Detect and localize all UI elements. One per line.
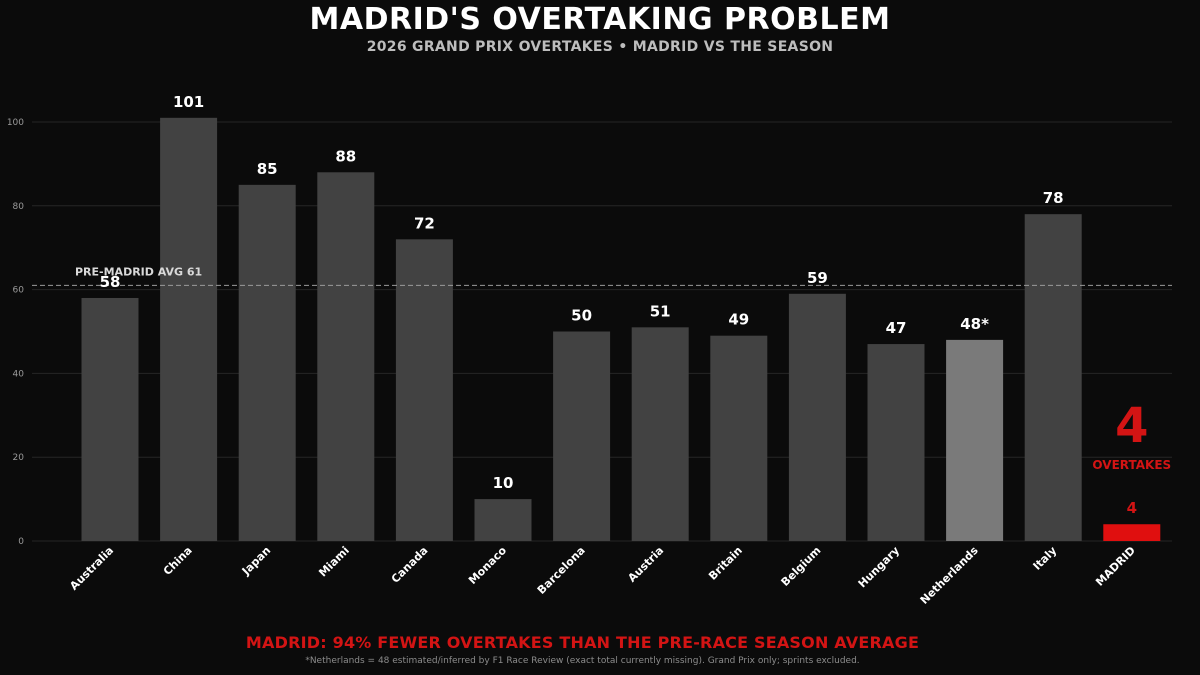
value-label: 59 [807,269,828,287]
value-label: 48* [960,315,989,333]
value-label: 72 [414,214,435,232]
bar-value-labels: 58 101 85 88 72 10 50 51 49 59 47 48* 78 4 [100,93,1137,517]
y-tick-label: 20 [13,453,25,463]
x-tick-label: Japan [239,544,273,578]
bar-italy [1024,214,1082,541]
bar-hungary [867,344,925,541]
y-tick-label: 60 [13,286,25,296]
bar-monaco [474,499,532,541]
bars [81,117,1161,541]
value-label: 49 [728,311,749,329]
x-axis-tick-labels: Australia China Japan Miami Canada Monaco Barc… [67,544,1138,607]
x-tick-label: Hungary [856,544,903,591]
y-tick-label: 100 [7,118,24,128]
callout-label: OVERTAKES [1092,458,1171,472]
x-tick-label: Barcelona [535,544,588,597]
value-label: 101 [173,93,204,111]
value-label: 51 [650,302,671,320]
value-label: 88 [335,147,356,165]
y-tick-label: 0 [18,537,24,547]
average-reference: PRE-MADRID AVG 61 [32,265,1172,286]
bar-japan [238,184,296,541]
bar-barcelona [553,331,611,541]
x-tick-label: Netherlands [918,544,981,607]
bar-britain [710,335,768,541]
y-axis-ticks: 0 20 40 60 80 100 [7,118,24,547]
bar-china [160,117,218,541]
x-tick-label: Italy [1031,544,1060,573]
x-tick-label: Belgium [779,544,824,589]
y-tick-label: 40 [13,369,25,379]
value-label: 47 [886,319,907,337]
footnote: *Netherlands = 48 estimated/inferred by … [305,656,860,666]
value-label: 50 [571,307,592,325]
x-tick-label: Miami [316,544,352,580]
value-label: 10 [493,474,514,492]
callout-value: 4 [1115,398,1148,454]
bar-madrid [1103,524,1161,541]
madrid-callout: 4 OVERTAKES [1092,398,1171,472]
chart-subtitle: 2026 GRAND PRIX OVERTAKES • MADRID VS TH… [366,39,834,55]
x-tick-label: Canada [389,544,431,586]
bar-australia [81,297,139,541]
value-label: 78 [1043,189,1064,207]
average-line-label: PRE-MADRID AVG 61 [75,265,202,278]
bar-austria [631,327,689,541]
x-tick-label: Australia [67,544,116,593]
x-tick-label: Britain [706,544,745,583]
x-tick-label: Monaco [466,544,509,587]
x-tick-label: China [161,544,195,578]
y-tick-label: 80 [13,202,25,212]
chart-title: MADRID'S OVERTAKING PROBLEM [309,2,891,37]
value-label: 58 [100,273,121,291]
x-tick-label: Austria [625,544,666,585]
value-label: 4 [1127,499,1137,517]
bar-canada [395,239,453,541]
bar-miami [317,172,375,541]
value-label: 85 [257,160,278,178]
bar-netherlands [946,339,1004,541]
bar-belgium [788,293,846,541]
footer-headline: MADRID: 94% FEWER OVERTAKES THAN THE PRE… [245,633,920,652]
x-tick-label: MADRID [1093,544,1138,589]
